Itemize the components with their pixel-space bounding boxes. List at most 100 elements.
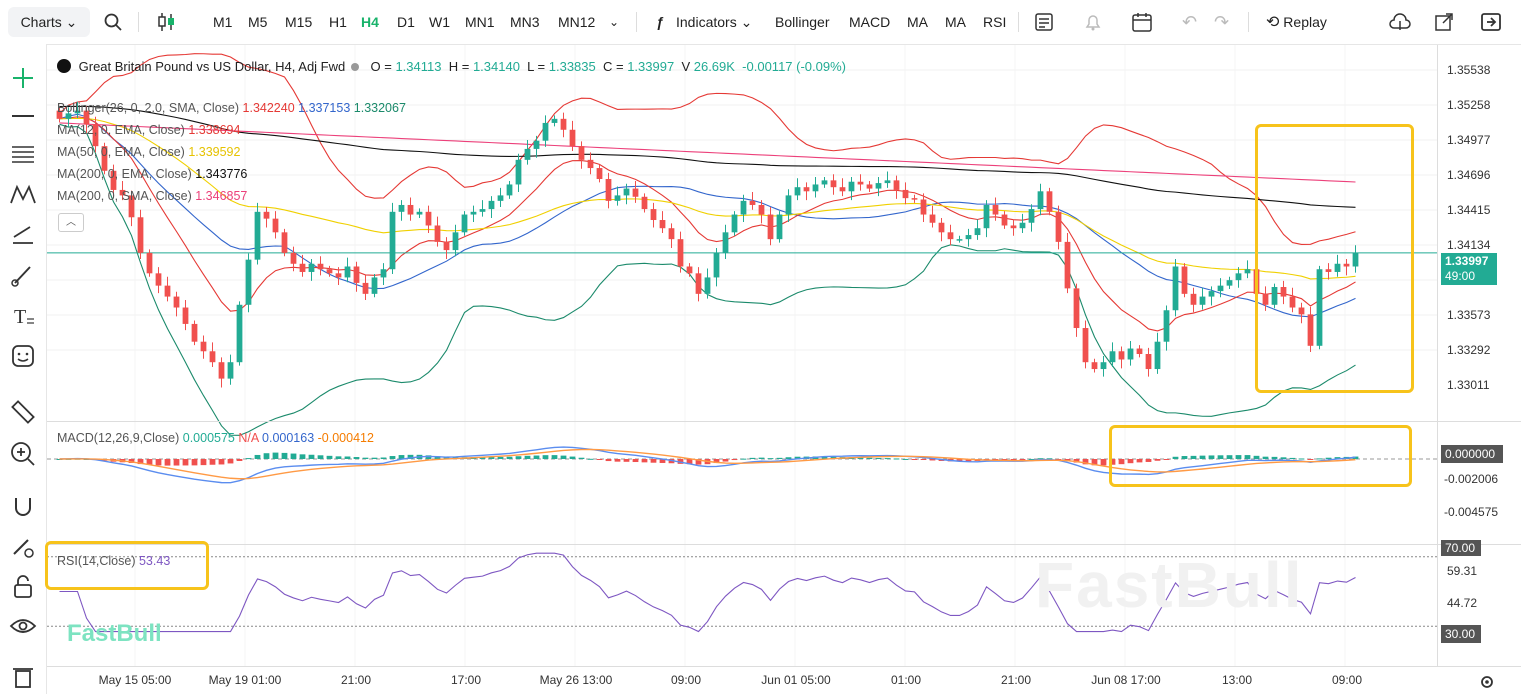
macd-histogram-bar	[713, 459, 720, 464]
candle-body	[389, 211, 396, 270]
macd-histogram-bar	[605, 459, 612, 462]
draw-lock-icon[interactable]	[8, 532, 38, 560]
indicators-button[interactable]: Indicators ⌄	[676, 14, 753, 30]
rsi-axis-label: 44.72	[1447, 596, 1478, 610]
time-axis-label: 13:00	[1221, 673, 1253, 687]
calendar-icon[interactable]	[1131, 11, 1153, 33]
replay-button[interactable]: ⟲ Replay	[1266, 0, 1327, 44]
macd-histogram-bar	[137, 459, 144, 465]
quick-indicator-macd[interactable]: MACD	[849, 14, 891, 30]
candle-body	[353, 266, 360, 283]
last-price-value: 1.33997	[1445, 254, 1489, 268]
macd-histogram-bar	[1172, 456, 1179, 459]
brush-icon[interactable]	[8, 261, 38, 289]
macd-histogram-bar	[479, 457, 486, 459]
text-tool-icon[interactable]: T	[8, 302, 38, 330]
macd-histogram-bar	[263, 453, 270, 459]
charts-menu-button[interactable]: Charts ⌄	[8, 7, 90, 37]
interval-mn1[interactable]: MN1	[465, 14, 495, 30]
ruler-icon[interactable]	[8, 398, 38, 426]
template-icon[interactable]	[1034, 12, 1054, 32]
emoji-icon[interactable]	[8, 342, 38, 370]
candle-body	[281, 232, 288, 253]
macd-histogram-bar	[236, 459, 243, 461]
symbol-logo-icon	[57, 59, 71, 73]
macd-histogram-bar	[335, 456, 342, 459]
candle-body	[713, 252, 720, 278]
pattern-icon[interactable]	[8, 181, 38, 209]
macd-histogram-bar	[1325, 457, 1332, 459]
candlestick-type-icon[interactable]	[157, 11, 177, 33]
macd-histogram-bar	[1226, 455, 1233, 459]
quick-indicator-ma[interactable]: MA	[907, 14, 928, 30]
time-axis-label: 21:00	[340, 673, 372, 687]
candle-body	[1064, 241, 1071, 289]
cloud-upload-icon[interactable]	[1389, 12, 1411, 32]
zoom-in-icon[interactable]	[8, 439, 38, 467]
crosshair-icon[interactable]	[8, 64, 38, 92]
interval-m15[interactable]: M15	[285, 14, 313, 30]
intervals-dropdown-chevron-icon[interactable]: ⌄	[609, 15, 620, 29]
share-icon[interactable]	[1434, 12, 1454, 32]
redo-icon[interactable]: ↷	[1214, 12, 1230, 32]
interval-h1[interactable]: H1	[329, 14, 347, 30]
drawing-tools-sidebar: T	[0, 44, 47, 694]
chart-area[interactable]	[47, 45, 1521, 694]
horizontal-line-icon[interactable]	[8, 102, 38, 130]
alert-bell-icon[interactable]	[1083, 12, 1103, 32]
macd-histogram-bar	[542, 455, 549, 459]
candle-body	[650, 209, 657, 221]
macd-histogram-bar	[641, 459, 648, 463]
macd-histogram-bar	[1208, 455, 1215, 459]
fullscreen-exit-icon[interactable]	[1480, 12, 1502, 32]
interval-w1[interactable]: W1	[429, 14, 450, 30]
candle-body	[182, 307, 189, 324]
macd-histogram-bar	[1262, 456, 1269, 459]
macd-histogram-bar	[1100, 459, 1107, 466]
quick-indicator-ma-2[interactable]: MA	[945, 14, 966, 30]
candle-body	[1325, 269, 1332, 272]
interval-m5[interactable]: M5	[248, 14, 268, 30]
interval-d1[interactable]: D1	[397, 14, 415, 30]
macd-line	[59, 446, 1356, 484]
macd-histogram-bar	[1019, 459, 1026, 460]
macd-legend[interactable]: MACD(12,26,9,Close) 0.000575 N/A 0.00016…	[57, 431, 374, 445]
macd-histogram-bar	[1001, 459, 1008, 460]
interval-mn3[interactable]: MN3	[510, 14, 540, 30]
macd-histogram-bar	[1082, 459, 1089, 465]
settings-gear-icon[interactable]	[1479, 674, 1495, 690]
macd-histogram-bar	[893, 458, 900, 460]
ema200-legend[interactable]: MA(200, 0, EMA, Close) 1.343776	[57, 167, 247, 181]
candle-body	[416, 211, 423, 215]
undo-icon[interactable]: ↶	[1182, 12, 1198, 32]
trash-icon[interactable]	[8, 662, 38, 690]
candle-body	[758, 204, 765, 215]
macd-histogram-bar	[1010, 459, 1017, 460]
quick-indicator-rsi[interactable]: RSI	[983, 14, 1007, 30]
macd-histogram-bar	[398, 455, 405, 459]
search-icon[interactable]	[104, 13, 122, 31]
candle-body	[452, 232, 459, 251]
magnet-icon[interactable]	[8, 492, 38, 520]
interval-mn12[interactable]: MN12	[558, 14, 596, 30]
collapse-legend-chevron-icon[interactable]: ︿	[58, 213, 84, 232]
lock-icon[interactable]	[8, 573, 38, 601]
bollinger-legend[interactable]: Bollinger(26, 0, 2.0, SMA, Close) 1.3422…	[57, 101, 406, 115]
interval-h4[interactable]: H4	[361, 14, 379, 30]
candle-body	[470, 211, 477, 215]
macd-histogram-bar	[1334, 457, 1341, 459]
quick-indicator-bollinger[interactable]: Bollinger	[775, 14, 830, 30]
candle-body	[1055, 211, 1062, 242]
sma200-legend[interactable]: MA(200, 0, SMA, Close) 1.346857	[57, 189, 247, 203]
macd-histogram-bar	[533, 455, 540, 459]
eye-icon[interactable]	[8, 612, 38, 640]
projection-icon[interactable]	[8, 221, 38, 249]
interval-m1[interactable]: M1	[213, 14, 233, 30]
macd-histogram-bar	[668, 459, 675, 464]
ma12-legend[interactable]: MA(12, 0, EMA, Close) 1.338694	[57, 123, 240, 137]
ma50-legend[interactable]: MA(50, 0, EMA, Close) 1.339592	[57, 145, 240, 159]
fib-retracement-icon[interactable]	[8, 141, 38, 169]
candle-body	[1019, 222, 1026, 229]
candle-body	[839, 187, 846, 192]
rsi-legend[interactable]: RSI(14,Close) 53.43	[57, 554, 170, 568]
